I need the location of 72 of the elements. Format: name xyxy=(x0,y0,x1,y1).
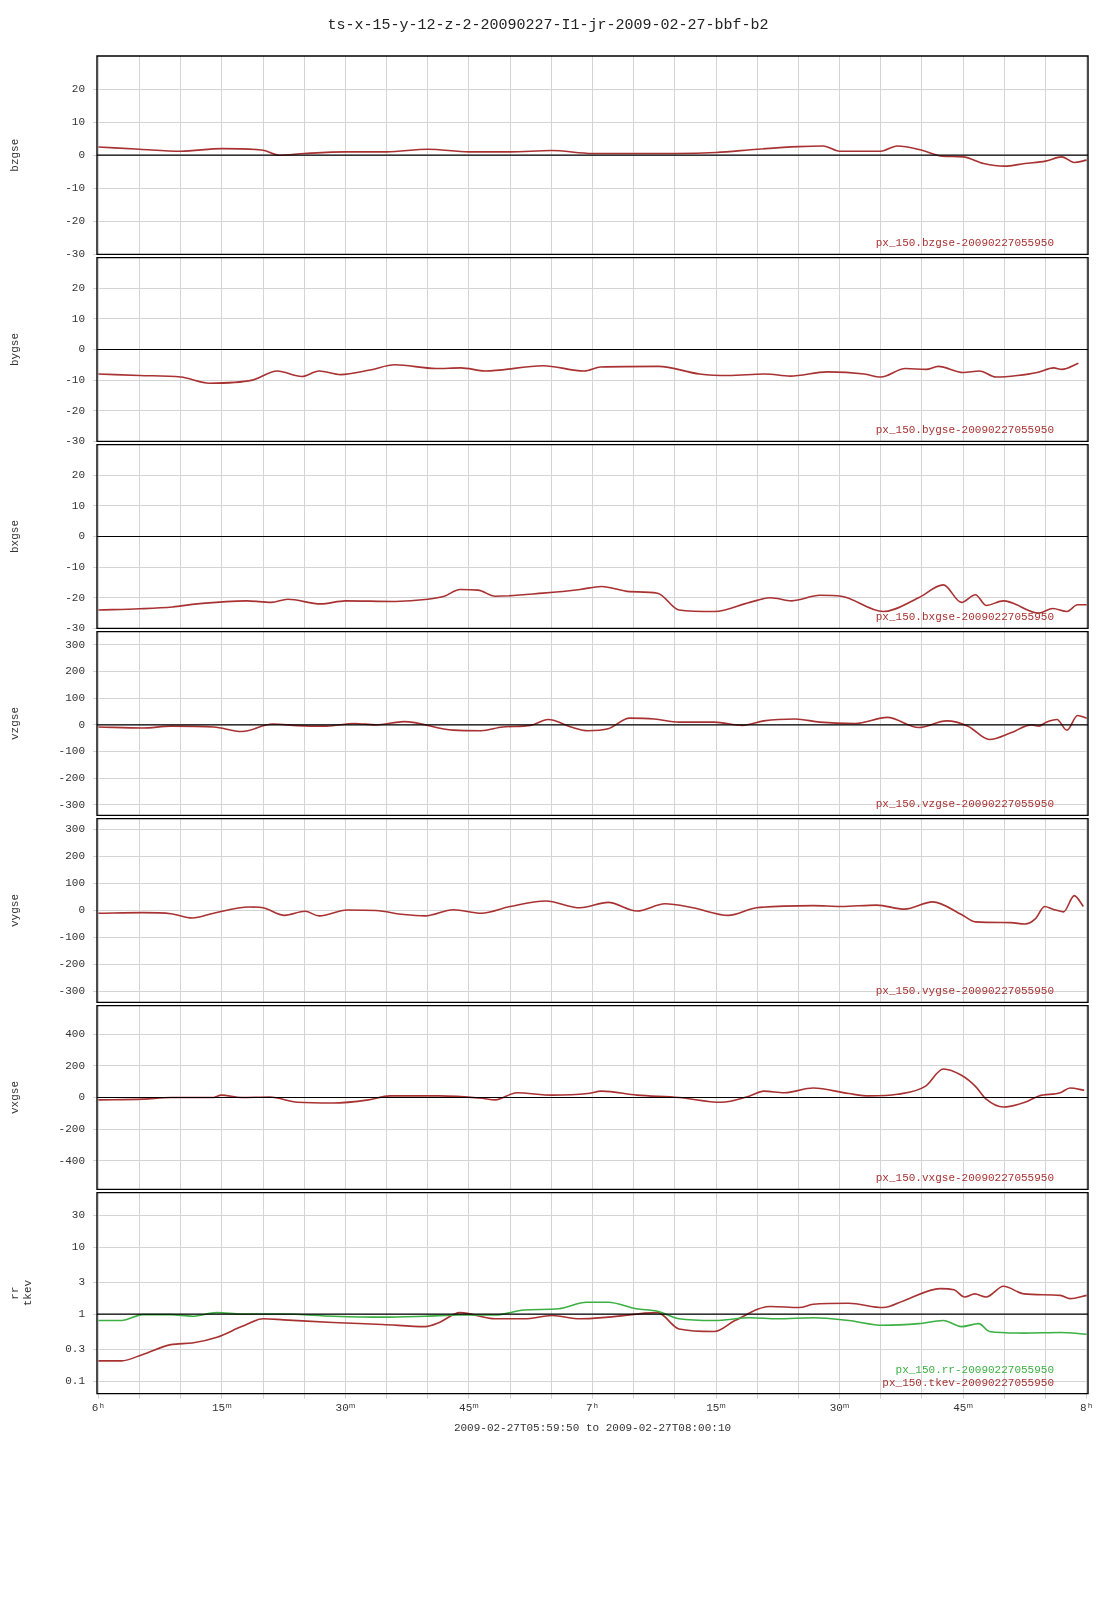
y-tick-label: 30 xyxy=(71,1209,85,1221)
y-tick-label: -100 xyxy=(58,745,85,758)
y-tick-label: -30 xyxy=(65,622,85,635)
y-tick-label: 300 xyxy=(65,638,85,651)
y-tick-label: 0 xyxy=(78,904,85,917)
y-axis-title: vygse xyxy=(8,893,21,928)
y-axis-title: bygse xyxy=(8,332,21,367)
y-tick-label: 100 xyxy=(65,877,85,890)
y-tick-label: 10 xyxy=(71,116,85,129)
y-tick-label: 0.3 xyxy=(65,1343,85,1355)
x-tick-label: 6ʰ xyxy=(91,1402,105,1415)
text: px_150.rr-20090227055950 xyxy=(895,1363,1054,1376)
y-tick-label: 0 xyxy=(78,343,85,356)
y-tick-label: -200 xyxy=(58,1123,85,1136)
y-tick-label: 0.1 xyxy=(65,1374,86,1387)
y-tick-label: 1 xyxy=(78,1307,86,1320)
y-tick-label: -20 xyxy=(65,215,85,228)
y-tick-label: 0 xyxy=(78,1091,85,1104)
x-tick-label: 15ᵐ xyxy=(212,1402,232,1415)
y-tick-label: -300 xyxy=(58,985,85,998)
x-tick-label: 15ᵐ xyxy=(706,1402,726,1415)
y-tick-label: 200 xyxy=(65,1059,85,1072)
x-tick-label: 7ʰ xyxy=(585,1402,600,1415)
y-tick-label: -10 xyxy=(65,561,85,574)
text: px_150.tkev-20090227055950 xyxy=(882,1376,1054,1389)
x-tick-label: 30ᵐ xyxy=(335,1402,356,1415)
y-tick-label: 400 xyxy=(65,1028,85,1041)
y-tick-label: -200 xyxy=(58,772,85,785)
x-tick-label: 45ᵐ xyxy=(953,1402,973,1415)
y-axis-title: bxgse xyxy=(8,519,21,554)
y-tick-label: 200 xyxy=(65,850,85,863)
y-tick-label: 20 xyxy=(71,469,85,482)
text: px_150.vxgse-20090227055950 xyxy=(875,1172,1054,1185)
chart-title: ts-x-15-y-12-z-2-20090227-I1-jr-2009-02-27-bbf-b2 xyxy=(327,16,769,34)
y-axis-title: vzgse xyxy=(8,706,21,741)
x-axis-title: 2009-02-27T05:59:50 to 2009-02-27T08:00:10 xyxy=(453,1422,732,1435)
y-tick-label: 3 xyxy=(78,1276,85,1288)
y-tick-label: -100 xyxy=(58,931,85,944)
y-tick-label: 10 xyxy=(71,1240,85,1253)
y-tick-label: 100 xyxy=(65,692,85,705)
line-series xyxy=(97,1068,1085,1108)
x-tick-label: 8ʰ xyxy=(1080,1402,1094,1415)
x-tick-label: 30ᵐ xyxy=(829,1402,850,1415)
y-tick-label: -20 xyxy=(65,404,85,417)
y-axis-title: rr tkev xyxy=(8,1279,34,1307)
line-series xyxy=(97,362,1080,384)
y-tick-label: -10 xyxy=(65,182,85,195)
x-tick-label: 45ᵐ xyxy=(459,1402,479,1415)
y-tick-label: 20 xyxy=(71,282,85,295)
series-label: px_150.bxgse-20090227055950 xyxy=(875,611,1054,624)
y-tick-label: 0 xyxy=(78,149,85,162)
text: px_150.bzgse-20090227055950 xyxy=(875,237,1054,250)
y-axis-title: vxgse xyxy=(8,1080,21,1115)
y-tick-label: -400 xyxy=(58,1154,85,1167)
y-axis-title: bzgse xyxy=(8,138,21,172)
y-tick-label: 10 xyxy=(71,312,85,325)
y-tick-label: 10 xyxy=(71,499,85,512)
text: px_150.vzgse-20090227055950 xyxy=(875,798,1054,811)
text: px_150.vygse-20090227055950 xyxy=(875,985,1054,998)
y-tick-label: -10 xyxy=(65,374,85,387)
y-tick-label: 300 xyxy=(65,823,85,836)
y-tick-label: -300 xyxy=(58,798,85,811)
y-tick-label: -30 xyxy=(65,435,85,448)
y-tick-label: 20 xyxy=(71,82,85,95)
y-tick-label: -20 xyxy=(65,591,85,604)
y-tick-label: 200 xyxy=(65,665,85,678)
y-tick-label: 0 xyxy=(78,718,85,731)
text: px_150.bygse-20090227055950 xyxy=(875,424,1054,437)
line-series xyxy=(97,894,1085,925)
y-tick-label: -30 xyxy=(65,248,85,261)
y-tick-label: 0 xyxy=(78,530,85,543)
y-tick-label: -200 xyxy=(58,958,85,971)
